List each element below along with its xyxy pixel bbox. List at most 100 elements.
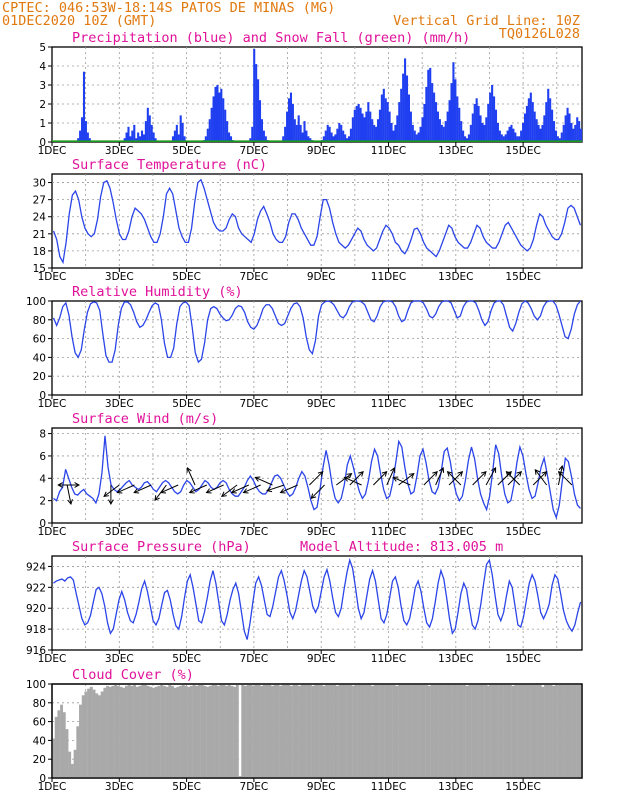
cloud-bar xyxy=(87,688,91,778)
x-tick-label: 13DEC xyxy=(438,653,473,665)
precip-bar xyxy=(394,124,397,142)
precip-bar xyxy=(475,98,478,142)
x-tick-label: 11DEC xyxy=(371,398,406,410)
cloud-bar xyxy=(560,684,564,778)
cloud-bar xyxy=(319,684,323,778)
precip-bar xyxy=(226,121,229,142)
precip-bar xyxy=(81,117,84,142)
cloud-bar xyxy=(384,684,388,778)
precip-bar xyxy=(506,130,509,142)
x-tick-label: 15DEC xyxy=(505,271,540,283)
cloud-bar xyxy=(360,684,364,778)
cloud-bar xyxy=(243,685,247,778)
cloud-bar xyxy=(60,704,64,778)
x-tick-label: 1DEC xyxy=(38,145,67,157)
precip-bar xyxy=(427,69,430,142)
wind-arrow xyxy=(373,470,388,486)
cloud-bar xyxy=(349,684,353,778)
wind-arrow xyxy=(392,476,411,486)
cloud-bar xyxy=(133,684,137,778)
cloud-bar xyxy=(541,686,545,778)
wind-arrow xyxy=(485,466,497,486)
x-tick-label: 5DEC xyxy=(172,526,201,538)
precip-bar xyxy=(291,104,294,142)
cloud-bar xyxy=(279,685,283,778)
precip-bar xyxy=(580,128,583,142)
cloud-bar xyxy=(422,684,426,778)
cloud-bar xyxy=(292,684,296,778)
wind-arrow xyxy=(103,484,120,498)
header-grid-line: Vertical Grid Line: 10Z xyxy=(393,13,580,29)
x-tick-label: 9DEC xyxy=(307,145,336,157)
precip-bar xyxy=(547,88,550,142)
precip-bar xyxy=(334,134,337,142)
cloud-bar xyxy=(281,684,285,778)
cloud-bar xyxy=(427,685,431,778)
precip-bar xyxy=(303,121,306,142)
cloud-bar xyxy=(544,684,548,778)
cloud-bar xyxy=(246,684,250,778)
cloud-bar xyxy=(211,684,215,778)
precip-bar xyxy=(293,119,296,142)
cloud-bar xyxy=(452,684,456,778)
precip-bar xyxy=(438,119,441,142)
cloud-bar xyxy=(192,684,196,778)
precip-bar xyxy=(179,115,182,142)
cloud-bar xyxy=(241,684,245,778)
precip-bar xyxy=(150,124,153,142)
precip-bar xyxy=(525,105,528,142)
precip-bar xyxy=(222,98,225,142)
cloud-bar xyxy=(357,684,361,778)
precip-bar xyxy=(382,88,385,142)
cloud-bar xyxy=(390,684,393,778)
precip-bar xyxy=(258,100,262,142)
cloud-bar xyxy=(252,685,256,778)
precip-bar xyxy=(342,130,345,142)
cloud-bar xyxy=(338,684,342,778)
precip-bar xyxy=(566,107,569,142)
cloud-bar xyxy=(373,684,377,778)
cloud-bar xyxy=(203,685,207,778)
x-tick-label: 5DEC xyxy=(172,781,201,793)
y-tick-label: 1 xyxy=(39,118,46,130)
panel-precip: 0 1 2 3 4 5 1DEC 3DEC 5DEC 7DEC 9DEC 11DEC 13DEC 15DE… xyxy=(38,30,583,157)
cloud-bar xyxy=(549,684,553,778)
precip-bar xyxy=(440,124,443,142)
precip-bar xyxy=(496,123,499,142)
cloud-bar xyxy=(533,684,537,778)
x-tick-label: 11DEC xyxy=(371,781,406,793)
cloud-bar xyxy=(571,684,575,778)
precip-bar xyxy=(371,119,374,142)
precip-bar xyxy=(471,113,474,142)
precip-bar xyxy=(378,109,381,142)
precip-bar xyxy=(574,124,577,142)
precip-bar xyxy=(510,124,513,142)
x-tick-label: 3DEC xyxy=(105,398,134,410)
precip-bar xyxy=(402,73,405,142)
cloud-bar xyxy=(173,687,177,778)
precip-bar xyxy=(361,113,364,142)
cloud-bar xyxy=(346,684,350,778)
cloud-bar xyxy=(198,684,201,778)
precip-bar xyxy=(400,88,403,142)
cloud-bar xyxy=(298,685,301,778)
cloud-bar xyxy=(70,763,74,778)
cloud-bar xyxy=(557,684,561,778)
precip-bar xyxy=(458,107,461,142)
x-tick-label: 3DEC xyxy=(105,653,134,665)
y-tick-label: 924 xyxy=(26,561,46,573)
cloud-bar xyxy=(195,685,199,778)
precip-bar xyxy=(514,132,517,142)
wind-arrow xyxy=(534,468,548,486)
cloud-bar xyxy=(189,685,193,778)
precip-bar xyxy=(264,136,267,142)
precip-bar xyxy=(541,124,544,142)
cloud-bar xyxy=(492,684,496,778)
cloud-bar xyxy=(68,751,72,778)
precip-bar xyxy=(137,132,140,142)
precip-bar xyxy=(328,126,331,142)
cloud-bar xyxy=(362,684,366,778)
precip-bar xyxy=(251,126,254,142)
cloud-bar xyxy=(495,684,499,778)
precip-bar xyxy=(533,111,536,142)
